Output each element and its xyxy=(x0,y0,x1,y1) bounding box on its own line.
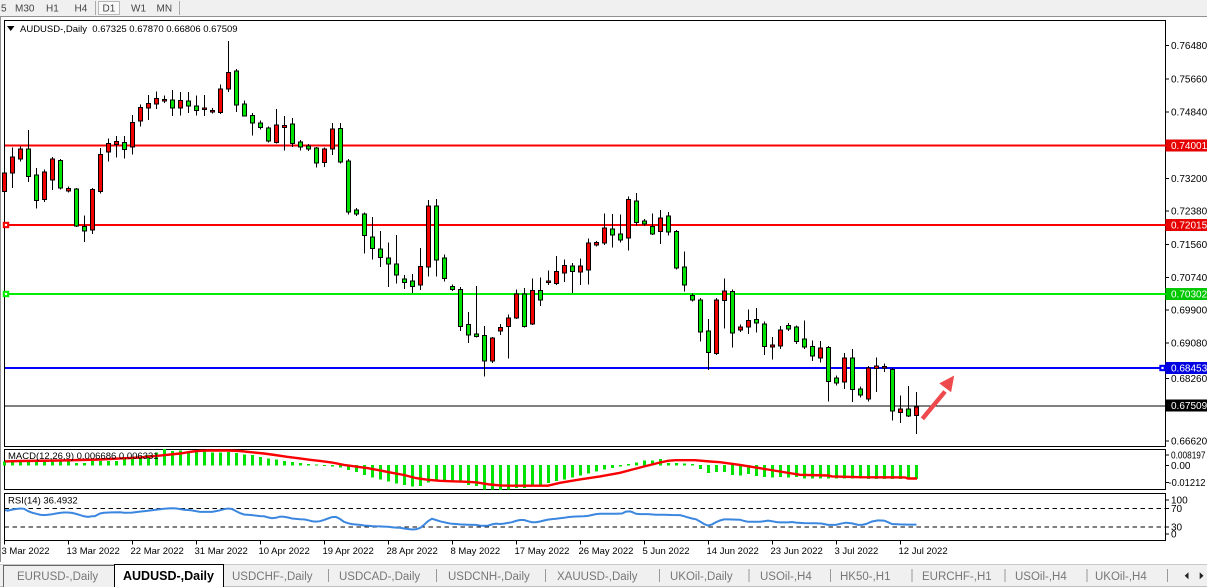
svg-text:UKOil-,H4: UKOil-,H4 xyxy=(1095,571,1147,583)
svg-text:USOil-,H4: USOil-,H4 xyxy=(1015,571,1067,583)
svg-text:0.69080: 0.69080 xyxy=(1171,339,1207,350)
svg-text:3 Mar 2022: 3 Mar 2022 xyxy=(2,546,50,557)
svg-text:MACD(12,26,9) 0.006686 0.00633: MACD(12,26,9) 0.006686 0.006331 xyxy=(8,451,159,462)
svg-text:0.75660: 0.75660 xyxy=(1171,75,1207,86)
svg-text:0.73200: 0.73200 xyxy=(1171,174,1207,185)
svg-text:0.72380: 0.72380 xyxy=(1171,207,1207,218)
svg-text:0.74001: 0.74001 xyxy=(1171,141,1207,152)
svg-text:-0.01212: -0.01212 xyxy=(1169,478,1206,489)
svg-text:31 Mar 2022: 31 Mar 2022 xyxy=(195,546,248,557)
svg-text:0.67509: 0.67509 xyxy=(1171,401,1207,412)
svg-text:USDCNH-,Daily: USDCNH-,Daily xyxy=(448,571,530,583)
svg-text:USDCAD-,Daily: USDCAD-,Daily xyxy=(339,571,420,583)
svg-text:0.72015: 0.72015 xyxy=(1171,221,1207,232)
svg-text:0: 0 xyxy=(1171,530,1177,541)
svg-text:17 May 2022: 17 May 2022 xyxy=(515,546,570,557)
svg-text:30: 30 xyxy=(1171,523,1183,534)
svg-text:0.74840: 0.74840 xyxy=(1171,108,1207,119)
svg-text:EURUSD-,Daily: EURUSD-,Daily xyxy=(17,571,98,583)
svg-text:D1: D1 xyxy=(103,4,116,15)
svg-text:W1: W1 xyxy=(131,4,146,15)
svg-text:AUDUSD-,Daily: AUDUSD-,Daily xyxy=(123,569,214,583)
svg-text:23 Jun 2022: 23 Jun 2022 xyxy=(771,546,823,557)
svg-text:8 May 2022: 8 May 2022 xyxy=(451,546,501,557)
svg-text:0.008197: 0.008197 xyxy=(1171,451,1206,462)
svg-text:0.71560: 0.71560 xyxy=(1171,240,1207,251)
svg-text:HK50-,H1: HK50-,H1 xyxy=(840,571,891,583)
svg-text:0.68260: 0.68260 xyxy=(1171,374,1207,385)
svg-text:0.68453: 0.68453 xyxy=(1171,364,1207,375)
svg-text:USOil-,H4: USOil-,H4 xyxy=(760,571,812,583)
svg-text:5: 5 xyxy=(1,4,7,15)
svg-text:70: 70 xyxy=(1171,504,1183,515)
svg-text:0.66620: 0.66620 xyxy=(1171,437,1207,448)
svg-text:H4: H4 xyxy=(75,4,88,15)
svg-text:3 Jul 2022: 3 Jul 2022 xyxy=(835,546,879,557)
svg-text:EURCHF-,H1: EURCHF-,H1 xyxy=(922,571,992,583)
svg-text:5 Jun 2022: 5 Jun 2022 xyxy=(643,546,690,557)
svg-text:0.00: 0.00 xyxy=(1171,461,1191,472)
svg-text:AUDUSD-,Daily 0.67325 0.67870: AUDUSD-,Daily 0.67325 0.67870 0.66806 0.… xyxy=(20,24,238,35)
svg-text:14 Jun 2022: 14 Jun 2022 xyxy=(707,546,759,557)
svg-text:M30: M30 xyxy=(15,4,35,15)
svg-text:19 Apr 2022: 19 Apr 2022 xyxy=(323,546,374,557)
svg-text:0.70740: 0.70740 xyxy=(1171,273,1207,284)
svg-text:22 Mar 2022: 22 Mar 2022 xyxy=(131,546,184,557)
svg-text:RSI(14) 36.4932: RSI(14) 36.4932 xyxy=(8,496,78,507)
svg-text:100: 100 xyxy=(1171,496,1188,507)
svg-text:0.70302: 0.70302 xyxy=(1171,290,1207,301)
svg-text:12 Jul 2022: 12 Jul 2022 xyxy=(899,546,948,557)
svg-text:10 Apr 2022: 10 Apr 2022 xyxy=(259,546,310,557)
svg-text:0.76480: 0.76480 xyxy=(1171,41,1207,52)
svg-text:UKOil-,Daily: UKOil-,Daily xyxy=(670,571,733,583)
svg-text:26 May 2022: 26 May 2022 xyxy=(579,546,634,557)
svg-text:XAUUSD-,Daily: XAUUSD-,Daily xyxy=(557,571,638,583)
svg-text:28 Apr 2022: 28 Apr 2022 xyxy=(387,546,438,557)
svg-text:USDCHF-,Daily: USDCHF-,Daily xyxy=(232,571,313,583)
svg-text:H1: H1 xyxy=(46,4,59,15)
svg-text:0.69900: 0.69900 xyxy=(1171,306,1207,317)
svg-text:13 Mar 2022: 13 Mar 2022 xyxy=(67,546,120,557)
svg-text:MN: MN xyxy=(157,4,173,15)
